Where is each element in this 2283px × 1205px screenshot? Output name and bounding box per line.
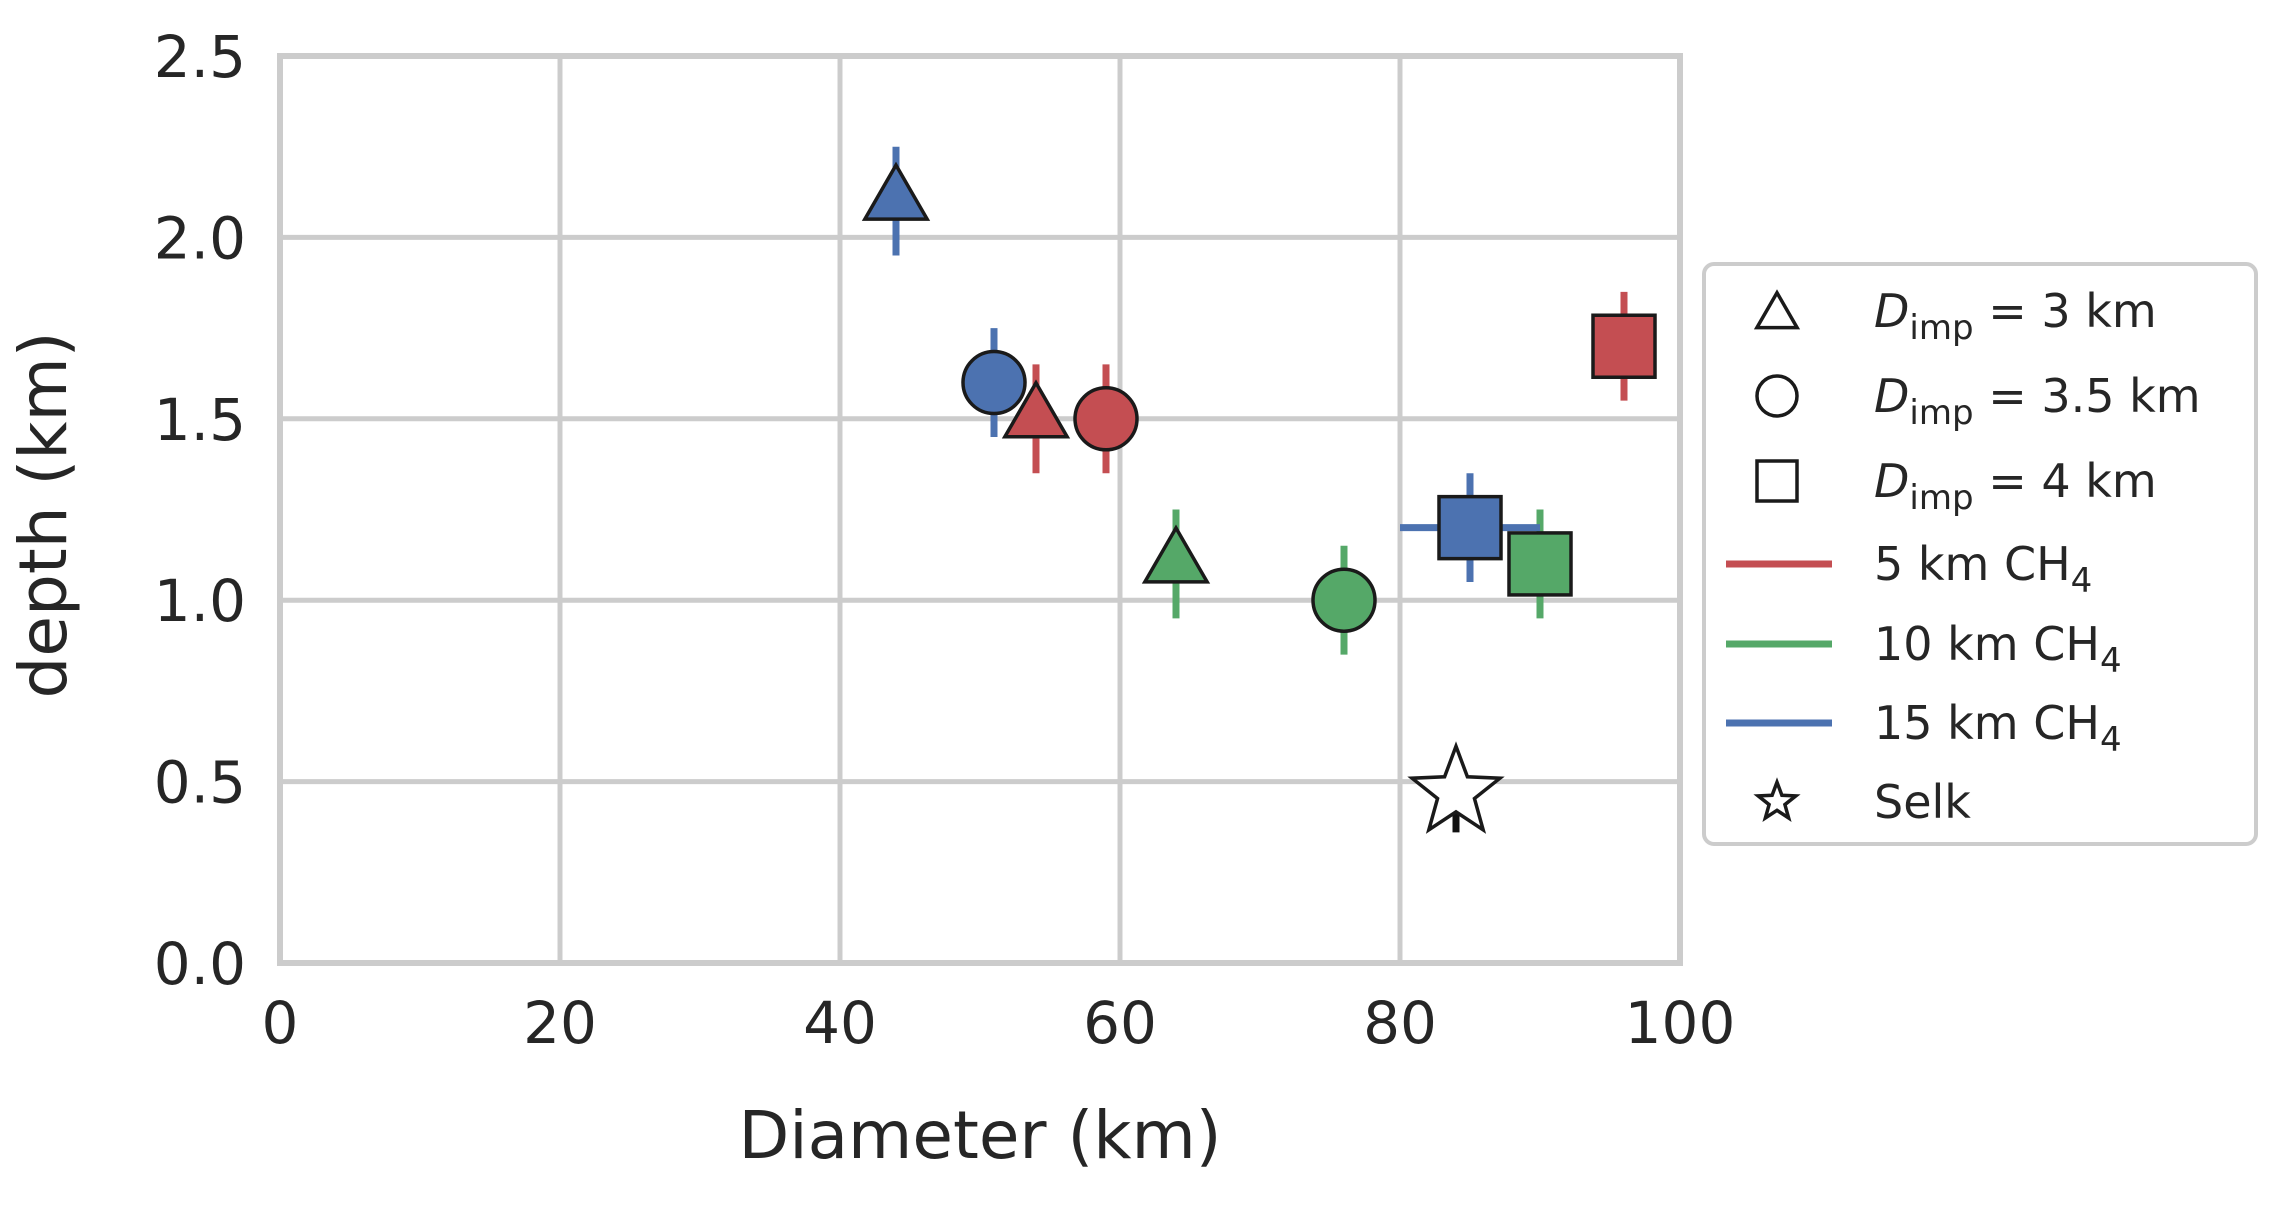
legend-symbol-circle xyxy=(1755,374,1799,418)
x-tick-label: 60 xyxy=(1083,989,1157,1057)
plot-frame xyxy=(277,53,1683,966)
legend-label: Dimp = 4 km xyxy=(1874,454,2157,518)
reference-point-star xyxy=(1407,741,1505,834)
y-tick-label: 2.0 xyxy=(154,204,246,272)
x-tick-label: 80 xyxy=(1363,989,1437,1057)
legend-symbol-triangle xyxy=(1753,289,1801,330)
data-point-circle xyxy=(1073,386,1139,452)
x-axis-title: Diameter (km) xyxy=(738,1097,1221,1174)
data-point-square xyxy=(1591,313,1657,379)
legend-frame xyxy=(1702,262,2258,846)
legend-label: 15 km CH4 xyxy=(1874,696,2122,760)
data-point-triangle xyxy=(861,161,931,221)
y-tick-label: 1.5 xyxy=(154,386,246,454)
y-tick-label: 0.5 xyxy=(154,749,246,817)
legend-label: 10 km CH4 xyxy=(1874,617,2122,681)
legend-label: 5 km CH4 xyxy=(1874,537,2092,601)
data-point-triangle xyxy=(1001,379,1071,439)
y-tick-label: 1.0 xyxy=(154,567,246,635)
y-tick-label: 2.5 xyxy=(154,23,246,91)
data-point-circle xyxy=(961,349,1027,416)
grid xyxy=(277,53,1683,966)
legend-symbol-square xyxy=(1755,459,1799,503)
x-tick-label: 40 xyxy=(803,989,877,1057)
legend-label: Dimp = 3 km xyxy=(1874,284,2157,348)
x-tick-label: 20 xyxy=(523,989,597,1057)
data-point-square xyxy=(1437,494,1503,561)
x-tick-labels: 0 20 40 60 80 100 xyxy=(262,989,1736,1057)
data-point-triangle xyxy=(1141,524,1211,584)
legend-label: Dimp = 3.5 km xyxy=(1874,369,2201,433)
legend-symbol-star xyxy=(1753,777,1801,823)
data-markers xyxy=(861,161,1657,834)
y-axis-title: depth (km) xyxy=(5,331,82,698)
legend-label: Selk xyxy=(1874,775,1971,829)
legend: Dimp = 3 km Dimp = 3.5 km Dimp = 4 km 5 km … xyxy=(1702,262,2258,846)
x-tick-label: 0 xyxy=(262,989,299,1057)
x-tick-label: 100 xyxy=(1625,989,1736,1057)
y-tick-labels: 0.0 0.5 1.0 1.5 2.0 2.5 xyxy=(154,23,246,998)
data-point-square xyxy=(1507,531,1573,597)
y-tick-label: 0.0 xyxy=(154,930,246,998)
data-point-circle xyxy=(1311,567,1377,633)
